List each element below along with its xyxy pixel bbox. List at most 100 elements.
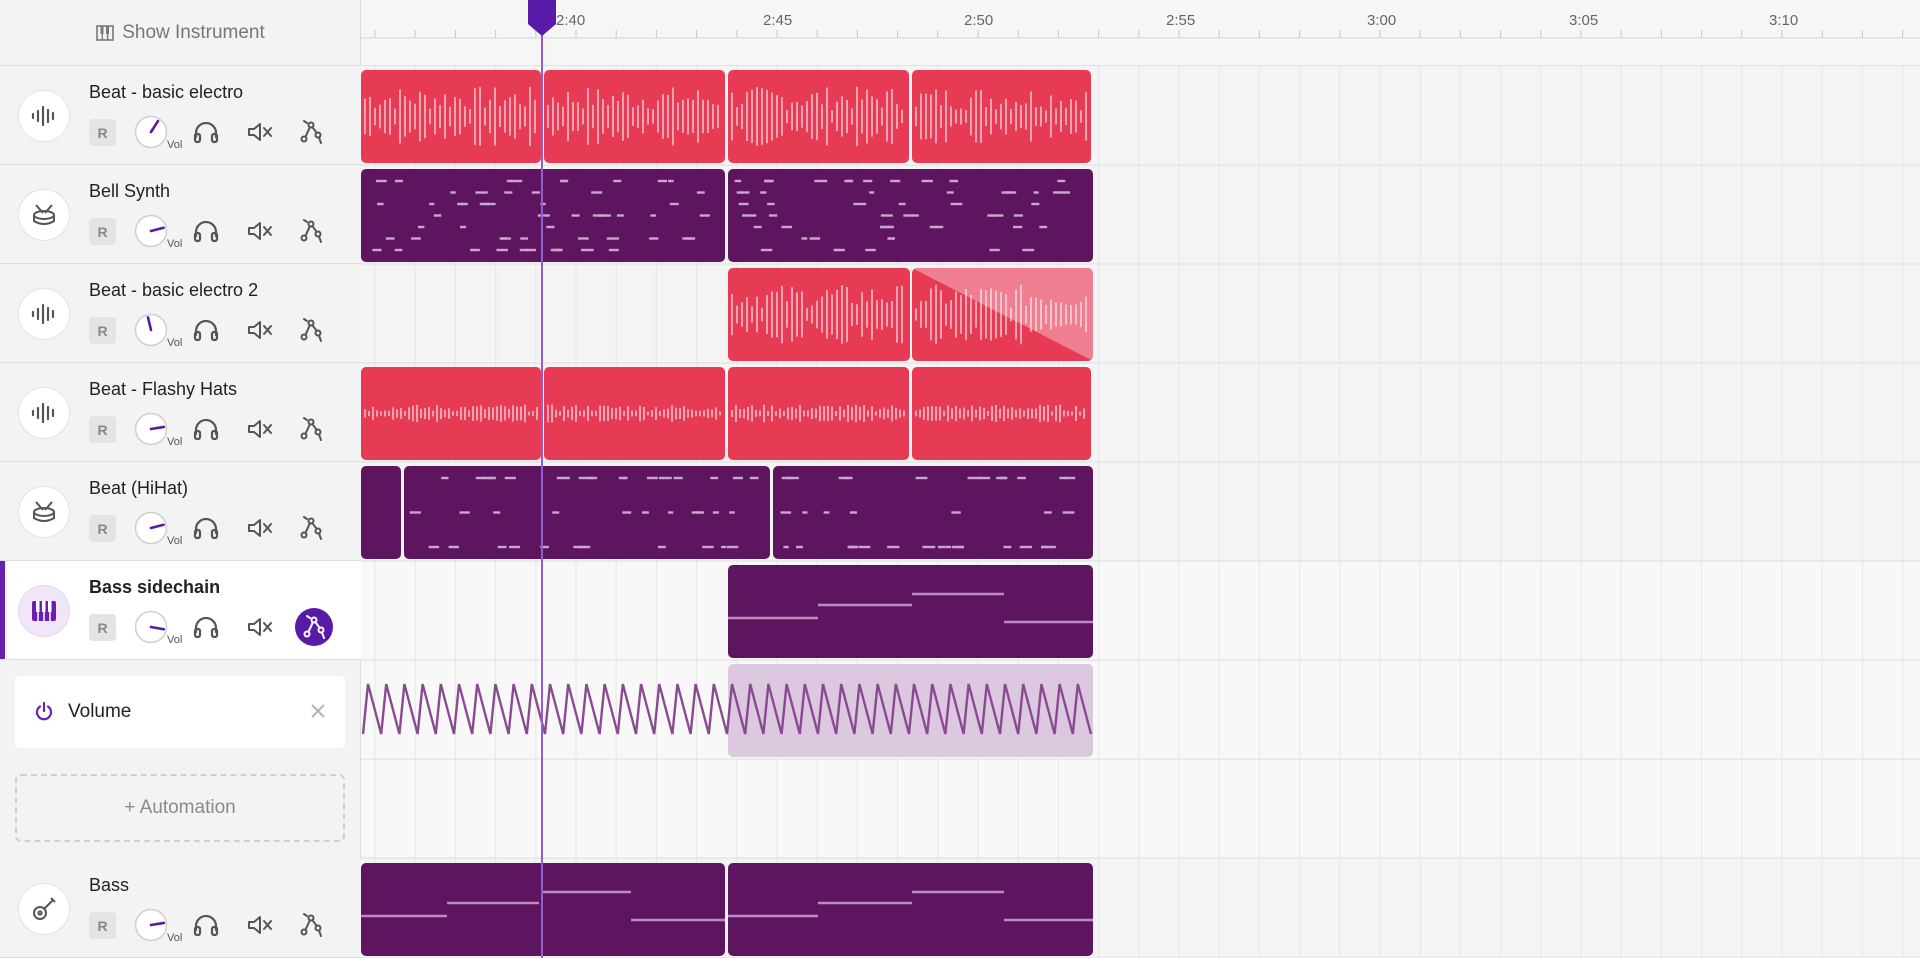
automation-curve[interactable] (361, 683, 1093, 735)
waveform-icon[interactable] (18, 288, 70, 340)
midi-notes (409, 476, 759, 549)
automation-icon[interactable] (295, 608, 333, 646)
mute-icon[interactable] (246, 118, 274, 146)
midi-clip[interactable] (361, 863, 725, 956)
midi-notes (734, 179, 1071, 252)
track-header[interactable]: Beat (HiHat) R Vol (0, 462, 361, 561)
track-header[interactable]: Bell Synth R Vol (0, 165, 361, 264)
mute-icon[interactable] (246, 911, 274, 939)
volume-knob[interactable] (134, 610, 168, 644)
automation-icon[interactable] (297, 514, 325, 542)
record-arm-button[interactable]: R (89, 218, 116, 245)
volume-label: Vol (167, 932, 183, 944)
track-name[interactable]: Bass sidechain (89, 577, 221, 597)
show-instrument-button[interactable]: Show Instrument (0, 0, 361, 66)
fade-out-region[interactable] (912, 268, 1093, 361)
track-controls: R Vol (89, 508, 349, 548)
audio-clip[interactable] (728, 70, 909, 163)
track-header[interactable]: Bass R Vol (0, 859, 361, 958)
mute-icon[interactable] (246, 217, 274, 245)
record-arm-button[interactable]: R (89, 515, 116, 542)
arrangement-timeline[interactable]: 2:40 2:45 2:50 2:55 3:00 3:05 3:10 (361, 0, 1920, 958)
track-header[interactable]: Bass sidechain R Vol (0, 561, 361, 660)
track-name[interactable]: Beat - basic electro 2 (89, 280, 259, 300)
mute-icon[interactable] (246, 514, 274, 542)
drum-icon[interactable] (18, 189, 70, 241)
audio-clip[interactable] (728, 367, 909, 460)
midi-clip[interactable] (404, 466, 770, 559)
record-arm-button[interactable]: R (89, 614, 116, 641)
audio-waveform (731, 404, 905, 423)
headphones-icon[interactable] (192, 613, 220, 641)
track-header[interactable]: Beat - Flashy Hats R Vol (0, 363, 361, 462)
automation-icon[interactable] (297, 118, 325, 146)
track-name[interactable]: Beat - basic electro (89, 82, 244, 102)
volume-knob[interactable] (134, 511, 168, 545)
automation-icon[interactable] (297, 415, 325, 443)
audio-clip[interactable] (544, 70, 725, 163)
piano-icon[interactable] (18, 585, 70, 637)
automation-icon[interactable] (297, 217, 325, 245)
track-name[interactable]: Beat - Flashy Hats (89, 379, 238, 399)
drum-icon[interactable] (18, 486, 70, 538)
close-icon[interactable] (307, 700, 329, 722)
guitar-icon[interactable] (18, 883, 70, 935)
audio-waveform (364, 86, 536, 147)
playhead-line[interactable] (541, 0, 543, 958)
piano-keys-icon (96, 24, 115, 41)
record-arm-button[interactable]: R (89, 317, 116, 344)
waveform-icon[interactable] (18, 387, 70, 439)
volume-knob[interactable] (134, 908, 168, 942)
volume-knob[interactable] (134, 214, 168, 248)
volume-knob[interactable] (134, 412, 168, 446)
midi-notes (780, 476, 1076, 549)
record-arm-button[interactable]: R (89, 119, 116, 146)
track-name[interactable]: Bass (89, 875, 130, 895)
power-icon[interactable] (33, 700, 55, 722)
automation-icon[interactable] (297, 911, 325, 939)
headphones-icon[interactable] (192, 514, 220, 542)
headphones-icon[interactable] (192, 118, 220, 146)
audio-waveform (547, 404, 721, 423)
midi-clip[interactable] (773, 466, 1093, 559)
headphones-icon[interactable] (192, 415, 220, 443)
midi-clip[interactable] (361, 466, 401, 559)
waveform-icon[interactable] (18, 90, 70, 142)
audio-waveform (731, 86, 903, 147)
midi-notes (372, 179, 710, 252)
track-controls: R Vol (89, 905, 349, 945)
track-name[interactable]: Bell Synth (89, 181, 171, 201)
record-arm-button[interactable]: R (89, 912, 116, 939)
mute-icon[interactable] (246, 316, 274, 344)
audio-clip[interactable] (361, 367, 541, 460)
midi-notes (728, 592, 1093, 624)
automation-icon[interactable] (297, 316, 325, 344)
volume-label: Vol (167, 634, 183, 646)
audio-waveform (915, 89, 1087, 144)
midi-clip[interactable] (728, 565, 1093, 658)
audio-clip[interactable] (728, 268, 910, 361)
volume-knob[interactable] (134, 313, 168, 347)
headphones-icon[interactable] (192, 217, 220, 245)
add-automation-button[interactable]: + Automation (15, 774, 345, 842)
playhead-handle[interactable] (528, 0, 556, 36)
headphones-icon[interactable] (192, 316, 220, 344)
audio-clip[interactable] (912, 268, 1093, 361)
midi-clip[interactable] (728, 863, 1093, 956)
volume-label: Vol (167, 535, 183, 547)
time-ruler[interactable]: 2:40 2:45 2:50 2:55 3:00 3:05 3:10 (361, 0, 1920, 66)
headphones-icon[interactable] (192, 911, 220, 939)
mute-icon[interactable] (246, 613, 274, 641)
track-header[interactable]: Beat - basic electro R Vol (0, 66, 361, 165)
audio-clip[interactable] (912, 367, 1091, 460)
volume-label: Vol (167, 238, 183, 250)
track-name[interactable]: Beat (HiHat) (89, 478, 189, 498)
record-arm-button[interactable]: R (89, 416, 116, 443)
volume-automation-lane[interactable]: Volume (15, 676, 345, 748)
track-header[interactable]: Beat - basic electro 2 R Vol (0, 264, 361, 363)
mute-icon[interactable] (246, 415, 274, 443)
audio-clip[interactable] (544, 367, 725, 460)
volume-knob[interactable] (134, 115, 168, 149)
ruler-tick-label: 2:50 (964, 12, 994, 29)
